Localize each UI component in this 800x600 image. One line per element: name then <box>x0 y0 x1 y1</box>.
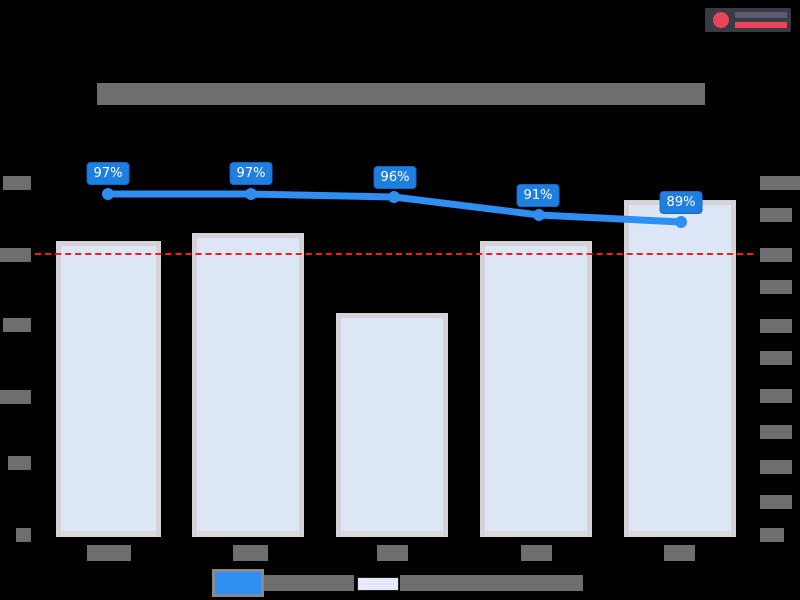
x-axis-label: 2021 <box>377 545 408 561</box>
data-label: 97% <box>86 162 130 185</box>
right-axis-tick-label: 4 <box>760 389 792 403</box>
right-axis-tick-label: 7 <box>760 280 792 294</box>
logo-mark-icon <box>713 12 729 28</box>
right-axis-tick-label: 10 <box>760 176 800 190</box>
legend-swatch-line[interactable] <box>212 569 264 597</box>
plot-area <box>35 184 753 537</box>
x-axis-label: 2023 <box>664 545 695 561</box>
right-axis-tick-label: 6 <box>760 319 792 333</box>
bar-2023[interactable] <box>624 200 736 537</box>
x-axis-label: 2019 <box>87 545 131 561</box>
data-label: 89% <box>659 191 703 214</box>
left-axis-tick-label: 40% <box>0 390 31 404</box>
legend-label-bar[interactable]: [redacted bar series] <box>400 575 583 591</box>
left-axis-tick-label: 20% <box>8 456 31 470</box>
bar-2019[interactable] <box>56 241 161 537</box>
logo-wordmark-top <box>735 12 787 18</box>
left-axis-tick-label: 0% <box>16 528 31 542</box>
bar-2022[interactable] <box>480 241 592 537</box>
bar-2020[interactable] <box>192 233 304 537</box>
left-axis-tick-label: 60% <box>3 318 31 332</box>
right-axis-tick-label: 0 <box>760 528 784 542</box>
right-axis-tick-label: 5 <box>760 351 792 365</box>
right-axis-tick-label: 2 <box>760 460 792 474</box>
right-axis-tick-label: 1 <box>760 495 792 509</box>
data-label: 97% <box>229 162 273 185</box>
legend-label-line[interactable]: [redacted line series] <box>264 575 354 591</box>
left-axis-tick-label: 80% <box>0 248 31 262</box>
right-axis-tick-label: 3 <box>760 425 792 439</box>
right-axis-tick-label: 8 <box>760 248 792 262</box>
left-axis-tick-label: 100% <box>3 176 31 190</box>
right-axis-tick-label: 9 <box>760 208 792 222</box>
brand-logo <box>705 8 791 32</box>
data-label: 96% <box>373 166 417 189</box>
bar-2021[interactable] <box>336 313 448 537</box>
chart-title: [redacted] <box>97 83 705 105</box>
x-axis-label: 2022 <box>521 545 552 561</box>
data-label: 91% <box>516 184 560 207</box>
logo-wordmark-bottom <box>735 22 787 28</box>
legend-swatch-bar[interactable] <box>357 577 399 591</box>
target-reference-line <box>35 253 753 255</box>
x-axis-label: 2020 <box>233 545 268 561</box>
